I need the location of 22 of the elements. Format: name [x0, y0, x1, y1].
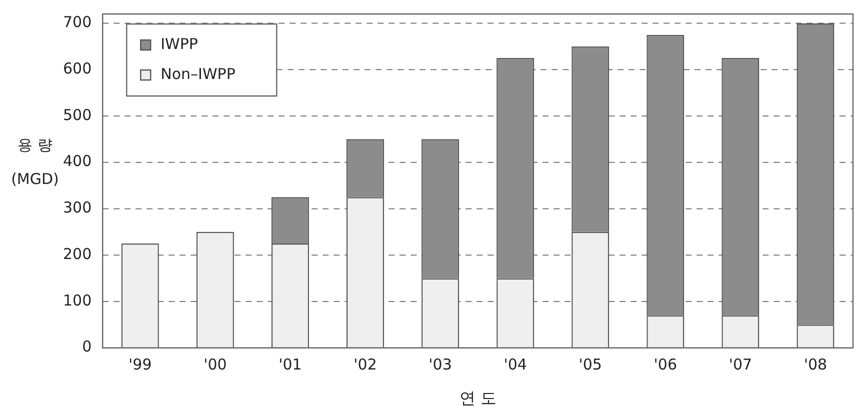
y-tick-label: 700	[62, 13, 92, 32]
legend-label: Non–IWPP	[160, 64, 236, 83]
x-tick-label: '99	[128, 356, 152, 374]
y-tick-label: 300	[62, 198, 92, 217]
x-tick-label: '05	[578, 356, 602, 374]
y-tick-label: 100	[62, 291, 92, 310]
x-tick-label: '03	[428, 356, 452, 374]
x-tick-label: '04	[504, 356, 527, 374]
x-tick-label: '02	[354, 356, 377, 374]
x-tick-label: '08	[804, 356, 828, 374]
y-tick-label: 500	[62, 106, 92, 124]
y-tick-label: 600	[62, 60, 92, 78]
y-tick-label: 400	[62, 152, 92, 170]
x-tick-label: '06	[654, 356, 678, 374]
y-tick-label: 0	[82, 338, 92, 356]
x-tick-label: '00	[204, 356, 227, 374]
y-tick-label: 200	[62, 244, 92, 263]
x-axis-title: 연 도	[459, 388, 496, 408]
x-tick-label: '01	[278, 356, 302, 374]
legend-label: IWPP	[160, 34, 198, 53]
x-tick-label: '07	[728, 356, 752, 374]
y-axis-title: 용 량 (MGD)	[11, 136, 59, 188]
